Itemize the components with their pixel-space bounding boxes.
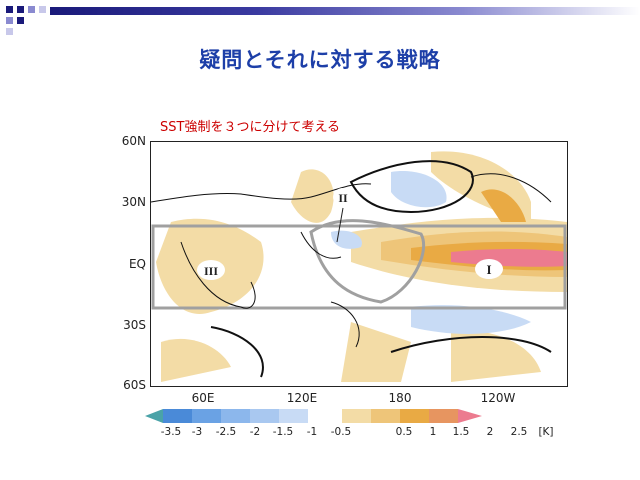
cbar-label-5: -1	[306, 426, 318, 438]
lat-label-30n: 30N	[121, 195, 146, 209]
colorbar-swatch-pos	[429, 409, 458, 423]
region-label-i: I	[475, 259, 503, 279]
cbar-label-6: -0.5	[330, 426, 352, 438]
cool-anomaly-shading	[331, 171, 531, 334]
colorbar-left-arrow	[145, 409, 163, 423]
colorbar-swatch-neg	[221, 409, 250, 423]
slide-title: 疑問とそれに対する戦略	[199, 48, 441, 72]
lon-label-120e: 120E	[286, 391, 318, 405]
colorbar-swatch-pos	[342, 409, 371, 423]
colorbar-swatch-neg	[192, 409, 221, 423]
region-label-ii: II	[333, 188, 353, 243]
cbar-label-10: 2	[486, 426, 494, 438]
region-label-i-text: I	[486, 262, 491, 277]
colorbar-swatch-pos	[400, 409, 429, 423]
lat-label-eq: EQ	[128, 257, 146, 271]
colorbar-swatch-pos	[371, 409, 400, 423]
cbar-label-9: 1.5	[452, 426, 470, 438]
region-label-iii-text: III	[204, 264, 218, 278]
colorbar-right-arrow	[458, 409, 482, 423]
lon-label-120w: 120W	[480, 391, 516, 405]
lon-label-180: 180	[388, 391, 412, 405]
region-boxes	[151, 219, 567, 310]
lat-label-60n: 60N	[121, 134, 146, 148]
slide-subtitle: SST強制を３つに分けて考える	[160, 120, 341, 135]
cbar-label-11: 2.5	[510, 426, 528, 438]
cbar-label-12: [K]	[538, 426, 554, 438]
colorbar-swatch-neg	[279, 409, 308, 423]
colorbar-swatch-neg	[250, 409, 279, 423]
corner-decoration	[0, 0, 640, 35]
contour-lines	[210, 160, 552, 378]
cbar-label-1: -3	[191, 426, 203, 438]
sst-map: I II III	[150, 141, 568, 387]
colorbar-swatch-neg	[163, 409, 192, 423]
lon-label-60e: 60E	[191, 391, 215, 405]
lat-label-60s: 60S	[123, 378, 146, 392]
cbar-label-2: -2.5	[215, 426, 237, 438]
cbar-label-7: 0.5	[395, 426, 413, 438]
colorbar	[145, 409, 482, 423]
region-label-ii-text: II	[338, 191, 348, 205]
cbar-label-8: 1	[429, 426, 437, 438]
coastline	[151, 173, 552, 348]
region-label-iii: III	[197, 260, 225, 280]
warm-anomaly-shading	[156, 151, 567, 382]
cbar-label-3: -2	[249, 426, 261, 438]
cbar-label-0: -3.5	[160, 426, 182, 438]
lat-label-30s: 30S	[123, 318, 146, 332]
cbar-label-4: -1.5	[272, 426, 294, 438]
